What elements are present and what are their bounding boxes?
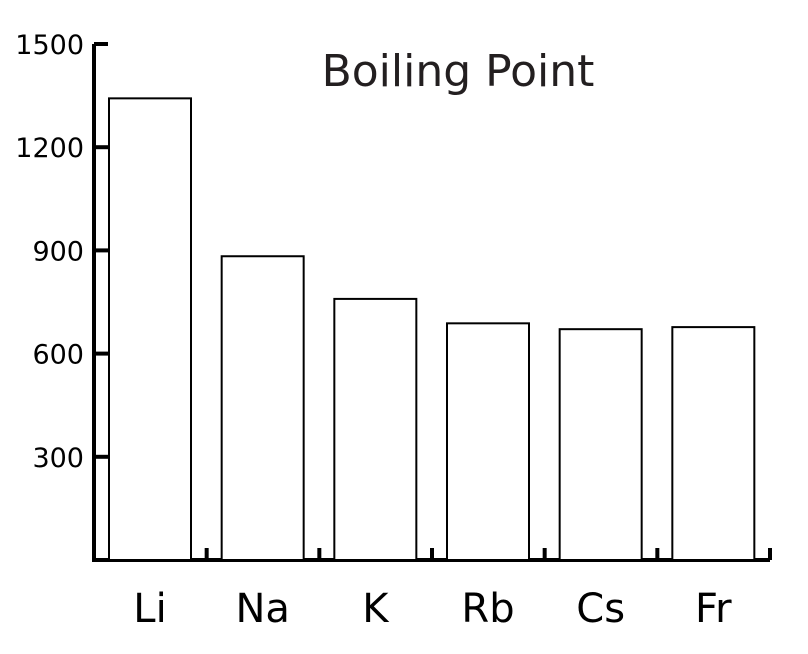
bar-li [108,97,192,562]
y-tick-label: 1500 [15,30,84,61]
x-label-li: Li [133,586,166,632]
y-tick-label: 600 [32,340,84,371]
x-label-k: K [362,586,390,632]
axes [92,44,772,562]
x-label-cs: Cs [576,586,625,632]
x-axis-labels: Li Na K Rb Cs Fr [133,586,732,632]
x-label-na: Na [235,586,289,632]
bar-k [333,297,418,561]
chart-title: Boiling Point [322,46,595,97]
bar-cs [558,328,643,561]
y-tick-label: 1200 [15,133,84,164]
y-axis-ticks: 300 600 900 1200 1500 [15,30,108,474]
bar-na [220,255,305,561]
bar-fr [671,326,756,561]
x-label-fr: Fr [695,586,732,632]
bars [108,97,756,562]
y-tick-label: 900 [32,236,84,267]
x-label-rb: Rb [461,586,514,632]
y-tick-label: 300 [32,443,84,474]
bar-rb [446,322,530,561]
